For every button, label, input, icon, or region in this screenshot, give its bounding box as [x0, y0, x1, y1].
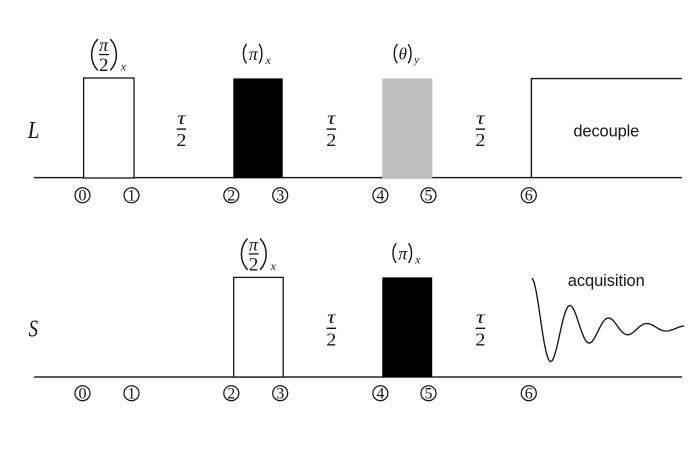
svg-text:4: 4 — [376, 188, 384, 205]
svg-text:2: 2 — [475, 330, 485, 350]
svg-text:2: 2 — [249, 255, 259, 276]
svg-text:π: π — [249, 235, 259, 255]
svg-text:θ: θ — [399, 44, 407, 63]
svg-text:τ: τ — [476, 308, 486, 327]
svg-text:5: 5 — [425, 188, 433, 205]
svg-text:2: 2 — [326, 330, 336, 350]
svg-text:τ: τ — [327, 109, 337, 128]
svg-text:y: y — [413, 54, 419, 66]
svg-text:π: π — [249, 44, 259, 64]
svg-text:4: 4 — [376, 385, 384, 402]
svg-text:x: x — [120, 60, 127, 74]
svg-text:3: 3 — [276, 188, 284, 205]
svg-text:6: 6 — [525, 188, 533, 205]
svg-text:S: S — [29, 315, 39, 342]
svg-text:2: 2 — [227, 385, 235, 402]
svg-text:π: π — [99, 35, 109, 55]
svg-text:3: 3 — [276, 385, 284, 402]
svg-text:0: 0 — [79, 188, 87, 205]
svg-text:1: 1 — [128, 385, 136, 402]
svg-text:2: 2 — [227, 188, 235, 205]
svg-text:decouple: decouple — [573, 123, 639, 141]
svg-text:τ: τ — [476, 109, 486, 128]
svg-text:2: 2 — [176, 131, 186, 151]
svg-text:x: x — [270, 259, 277, 273]
svg-text:2: 2 — [475, 131, 485, 151]
svg-text:acquisition: acquisition — [568, 272, 645, 290]
svg-text:0: 0 — [79, 385, 87, 402]
svg-text:1: 1 — [128, 188, 136, 205]
svg-text:π: π — [398, 244, 408, 264]
svg-text:τ: τ — [177, 109, 187, 128]
svg-text:τ: τ — [327, 308, 337, 327]
svg-text:6: 6 — [525, 385, 533, 402]
svg-text:x: x — [414, 253, 421, 267]
svg-text:2: 2 — [99, 55, 109, 76]
svg-text:L: L — [27, 117, 40, 144]
svg-text:5: 5 — [425, 385, 433, 402]
svg-text:2: 2 — [326, 131, 336, 151]
svg-text:x: x — [265, 53, 272, 67]
